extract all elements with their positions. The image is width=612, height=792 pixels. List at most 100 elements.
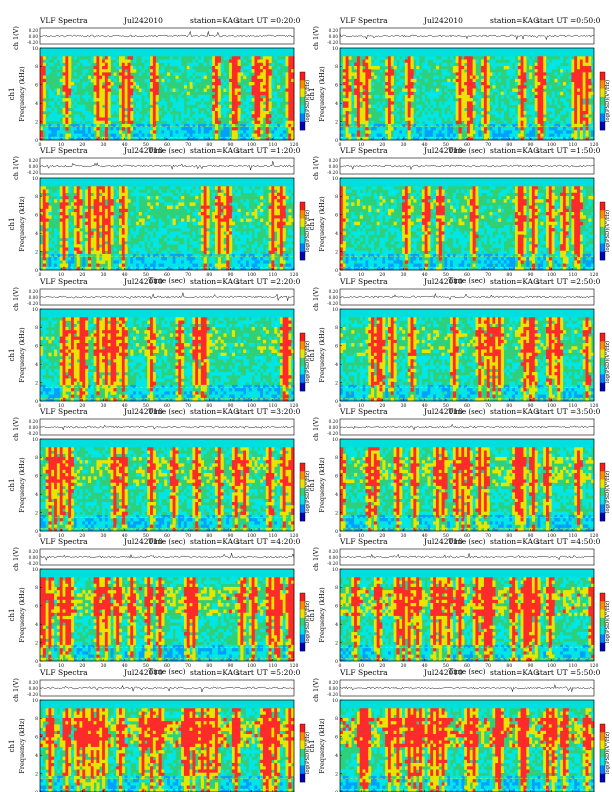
panel-start-ut: start UT =4:20:0 [236,537,301,546]
y-tick-label: 6 [335,83,338,89]
trace-tick-label: 0.20 [329,289,339,294]
trace-ylabel: ch 1(V) [12,417,20,441]
trace-tick-label: -0.20 [327,40,338,45]
y-tick-label: 4 [35,492,38,498]
y-tick-label: 4 [35,362,38,368]
panel-station: station=KAG [490,146,539,155]
panel-title: VLF Spectra [39,146,88,155]
trace-tick-label: 0.00 [329,555,339,560]
spectrogram-channel-label: ch1 [308,349,316,362]
panel-start-ut: start UT =5:20:0 [236,668,301,677]
frequency-axis-label: Frequency (kHz) [318,327,326,383]
panel-title: VLF Spectra [339,668,388,677]
y-tick-label: 10 [32,46,38,52]
panel-station: station=KAG [190,668,239,677]
y-tick-label: 4 [335,622,338,628]
y-tick-label: 10 [32,176,38,182]
trace-ylabel: ch 1(V) [312,678,320,702]
y-tick-label: 8 [335,194,338,200]
y-tick-label: 2 [35,380,38,386]
trace-tick-label: 0.00 [329,34,339,39]
panel-start-ut: start UT =2:50:0 [536,277,601,286]
y-tick-label: 2 [335,119,338,125]
trace-ylabel: ch 1(V) [312,547,320,571]
trace-tick-label: 0.00 [329,295,339,300]
trace-tick-label: 0.20 [29,158,39,163]
x-tick-label: 30 [101,663,107,669]
spectrogram-image [340,309,594,401]
y-tick-label: 6 [35,344,38,350]
panel-station: station=KAG [190,16,239,25]
trace-tick-label: 0.00 [29,686,39,691]
trace-ylabel: ch 1(V) [12,156,20,180]
y-tick-label: 4 [35,101,38,107]
y-tick-label: 6 [335,344,338,350]
panel-station: station=KAG [490,668,539,677]
trace-ylabel: ch 1(V) [312,156,320,180]
spectrogram-image [40,48,294,140]
spectrogram-image [340,178,594,270]
panel-title: VLF Spectra [39,668,88,677]
spectrogram-channel-label: ch1 [8,479,16,492]
panel-start-ut: start UT =5:50:0 [536,668,601,677]
trace-tick-label: 0.00 [329,686,339,691]
panel-start-ut: start UT =4:50:0 [536,537,601,546]
x-tick-label: 30 [101,272,107,278]
frequency-axis-label: Frequency (kHz) [318,66,326,122]
trace-ylabel: ch 1(V) [312,417,320,441]
trace-frame [40,680,294,696]
spectrogram-image [340,700,594,792]
y-tick-label: 2 [335,249,338,255]
panel-date: Jul242010 [123,16,163,25]
panel-start-ut: start UT =3:50:0 [536,407,601,416]
trace-frame [40,419,294,435]
trace-tick-label: 0.20 [29,549,39,554]
panel-title: VLF Spectra [39,16,88,25]
frequency-axis-label: Frequency (kHz) [18,457,26,513]
trace-tick-label: 0.20 [329,158,339,163]
panel-date: Jul242010 [423,537,463,546]
y-tick-label: 8 [335,64,338,70]
y-tick-label: 8 [35,585,38,591]
frequency-axis-label: Frequency (kHz) [318,587,326,643]
spectrogram-channel-label: ch1 [308,218,316,231]
spectrogram-channel-label: ch1 [8,609,16,622]
spectra-sheet: VLF Spectra Jul242010 station=KAGstart UT … [0,0,612,792]
y-tick-label: 4 [335,753,338,759]
y-tick-label: 6 [35,735,38,741]
colorbar-label: log(PSD)(V²/Hz) [604,80,611,122]
trace-tick-label: 0.20 [29,419,39,424]
trace-ylabel: ch 1(V) [12,287,20,311]
trace-tick-label: 0.00 [329,425,339,430]
panel-date: Jul242010 [123,668,163,677]
spectrogram-channel-label: ch1 [8,88,16,101]
panel-date: Jul242010 [423,407,463,416]
spectrogram-image [40,178,294,270]
y-tick-label: 8 [35,194,38,200]
frequency-axis-label: Frequency (kHz) [18,196,26,252]
y-tick-label: 6 [35,83,38,89]
panel-start-ut: start UT =3:20:0 [236,407,301,416]
panel-start-ut: start UT =1:50:0 [536,146,601,155]
spectrogram-channel-label: ch1 [308,88,316,101]
y-tick-label: 4 [335,362,338,368]
trace-tick-label: 0.00 [29,34,39,39]
trace-ylabel: ch 1(V) [312,287,320,311]
y-tick-label: 10 [32,307,38,313]
y-tick-label: 4 [335,231,338,237]
y-tick-label: 4 [35,753,38,759]
frequency-axis-label: Frequency (kHz) [18,718,26,774]
spectrogram-channel-label: ch1 [308,479,316,492]
y-tick-label: 2 [35,510,38,516]
panel-title: VLF Spectra [339,277,388,286]
frequency-axis-label: Frequency (kHz) [18,327,26,383]
y-tick-label: 6 [35,474,38,480]
trace-tick-label: 0.20 [329,28,339,33]
colorbar-label: log(PSD)(V²/Hz) [604,341,611,383]
